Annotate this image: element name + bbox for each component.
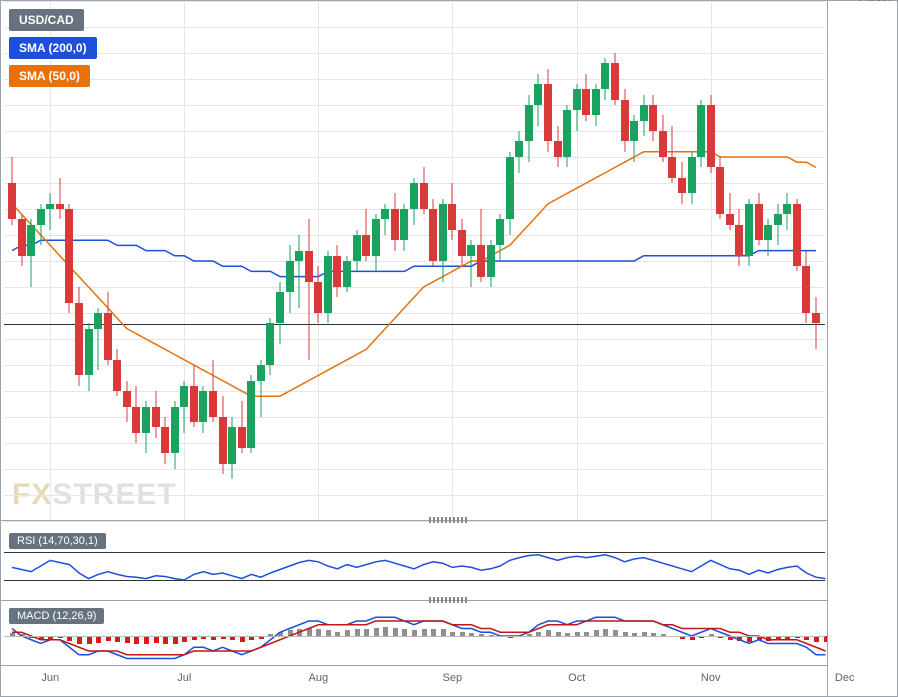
sma200-label[interactable]: SMA (200,0) [9,37,97,59]
macd-plot-area[interactable] [4,606,825,665]
macd-panel: 0.00500.0000-0.0050 MACD (12,26,9) [1,606,897,666]
xaxis-label: Aug [308,672,328,684]
xaxis-label: Dec [835,672,855,684]
symbol-label[interactable]: USD/CAD [9,9,84,31]
panel-resize-handle[interactable] [429,517,469,523]
price-plot-area[interactable]: FXSTREET [4,1,825,520]
rsi-line [4,531,825,600]
macd-label[interactable]: MACD (12,26,9) [9,608,104,624]
xaxis-label: Sep [442,672,462,684]
sma50-line [4,1,825,520]
xaxis-label: Jul [177,672,191,684]
price-panel: FXSTREET 1.40001.39501.39001.38501.38001… [1,1,897,521]
xaxis-label: Nov [701,672,721,684]
rsi-panel: 50.00000.0000 RSI (14,70,30,1) [1,531,897,601]
rsi-label[interactable]: RSI (14,70,30,1) [9,533,106,549]
xaxis-label: Oct [568,672,585,684]
chart-container: FXSTREET 1.40001.39501.39001.38501.38001… [0,0,898,697]
xaxis-label: Jun [41,672,59,684]
sma50-label[interactable]: SMA (50,0) [9,65,90,87]
panel-resize-handle[interactable] [429,597,469,603]
rsi-plot-area[interactable] [4,531,825,600]
